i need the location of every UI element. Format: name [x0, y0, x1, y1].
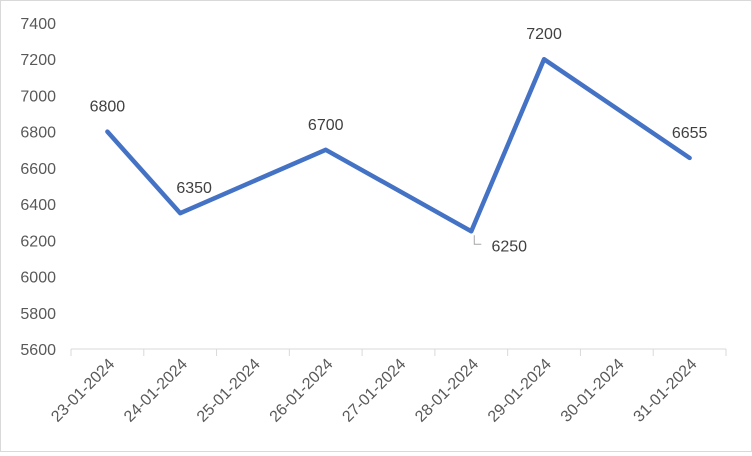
x-axis: 23-01-2024 24-01-2024 25-01-2024 26-01-2024… — [48, 348, 727, 426]
y-tick-label: 5600 — [20, 342, 56, 359]
x-tick-label: 24-01-2024 — [121, 356, 191, 426]
x-tick-label: 29-01-2024 — [485, 356, 555, 426]
data-label: 6800 — [90, 99, 126, 116]
y-tick-label: 6800 — [20, 125, 56, 142]
y-tick-label: 7200 — [20, 52, 56, 69]
x-tick-label: 31-01-2024 — [631, 356, 701, 426]
y-tick-label: 6000 — [20, 270, 56, 287]
data-label: 6700 — [308, 117, 344, 134]
y-tick-label: 7400 — [20, 16, 56, 33]
x-tick-label: 25-01-2024 — [194, 356, 264, 426]
x-tick-label: 28-01-2024 — [412, 356, 482, 426]
y-tick-label: 6200 — [20, 233, 56, 250]
data-label: 7200 — [526, 26, 562, 43]
data-label: 6350 — [176, 180, 212, 197]
data-label-leader-line — [473, 235, 482, 245]
data-label: 6655 — [672, 125, 708, 142]
x-tick-label: 26-01-2024 — [267, 356, 337, 426]
y-axis-tick-labels: 5600 5800 6000 6200 6400 6600 6800 7000 7200 7400 — [20, 16, 56, 359]
data-labels: 6800 6350 6700 6250 7200 6655 — [90, 26, 708, 255]
series-line — [105, 56, 692, 234]
series-layer — [105, 56, 692, 234]
x-tick-label: 27-01-2024 — [339, 356, 409, 426]
y-tick-label: 7000 — [20, 88, 56, 105]
y-tick-label: 6600 — [20, 161, 56, 178]
x-tick-label: 23-01-2024 — [48, 356, 118, 426]
x-tick-label: 30-01-2024 — [558, 356, 628, 426]
y-tick-label: 5800 — [20, 306, 56, 323]
y-tick-label: 6400 — [20, 197, 56, 214]
data-label: 6250 — [491, 238, 527, 255]
